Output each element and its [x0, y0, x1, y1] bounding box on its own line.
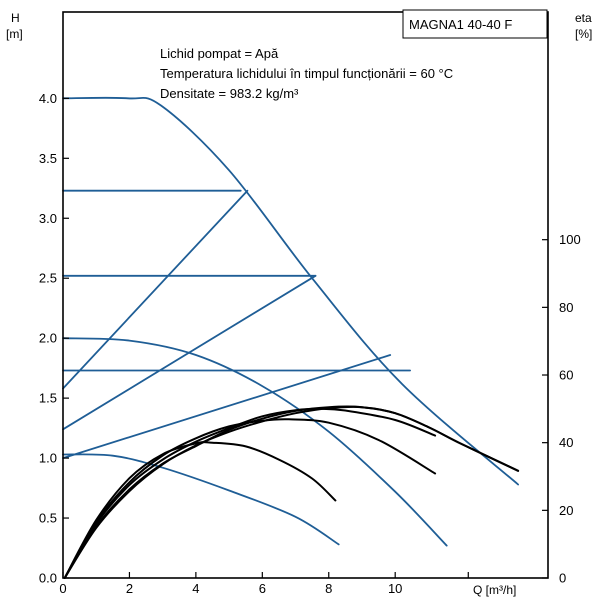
- head-curve-1: [62, 96, 519, 486]
- x-tick-label: 6: [259, 581, 266, 596]
- annotation-fluid: Lichid pompat = Apă: [160, 46, 279, 61]
- axes-layer: 0 2 4 6 8 10 0.0 0.5 1.0 1.5 2.0 2.5 3.0 3.5 4.0 0 20 40 6…: [39, 11, 581, 596]
- y-left-label-line2: [m]: [6, 27, 23, 41]
- x-tick-label: 10: [388, 581, 402, 596]
- series-layer: [62, 96, 520, 579]
- y-right-label-line2: [%]: [575, 27, 592, 41]
- y-right-tick-label: 40: [559, 435, 573, 450]
- y-left-tick-label: 1.0: [39, 451, 57, 466]
- y-left-tick-label: 0.5: [39, 511, 57, 526]
- head-curve-7: [62, 354, 392, 459]
- plot-frame: [62, 11, 549, 579]
- efficiency-curve-10: [63, 405, 520, 579]
- y-right-label-line1: eta: [575, 11, 592, 25]
- efficiency-curve-14: [63, 441, 337, 579]
- x-tick-label: 4: [192, 581, 199, 596]
- efficiency-curve-13: [63, 418, 437, 579]
- y-left-tick-label: 1.5: [39, 391, 57, 406]
- x-axis-label: Q [m³/h]: [473, 583, 516, 597]
- y-left-tick-label: 3.5: [39, 151, 57, 166]
- head-curve-5: [62, 189, 249, 390]
- efficiency-curve-11: [63, 405, 520, 579]
- annotation-temperature: Temperatura lichidului în timpul funcțio…: [160, 66, 453, 81]
- title-box: [402, 9, 548, 39]
- y-right-tick-label: 0: [559, 571, 566, 586]
- x-tick-label: 8: [325, 581, 332, 596]
- head-curve-9: [62, 453, 340, 546]
- efficiency-curve-12: [63, 407, 437, 579]
- y-right-tick-label: 100: [559, 232, 581, 247]
- y-left-label-line1: H: [11, 11, 20, 25]
- y-right-tick-label: 80: [559, 300, 573, 315]
- y-right-tick-label: 20: [559, 503, 573, 518]
- y-left-tick-label: 4.0: [39, 91, 57, 106]
- x-tick-label: 0: [59, 581, 66, 596]
- y-left-tick-label: 3.0: [39, 211, 57, 226]
- y-left-tick-label: 2.5: [39, 271, 57, 286]
- y-right-tick-label: 60: [559, 368, 573, 383]
- head-curve-8: [62, 337, 448, 547]
- chart-title: MAGNA1 40-40 F: [409, 17, 512, 32]
- annotation-density: Densitate = 983.2 kg/m³: [160, 86, 299, 101]
- y-left-tick-label: 2.0: [39, 331, 57, 346]
- x-tick-label: 2: [126, 581, 133, 596]
- y-left-tick-label: 0.0: [39, 571, 57, 586]
